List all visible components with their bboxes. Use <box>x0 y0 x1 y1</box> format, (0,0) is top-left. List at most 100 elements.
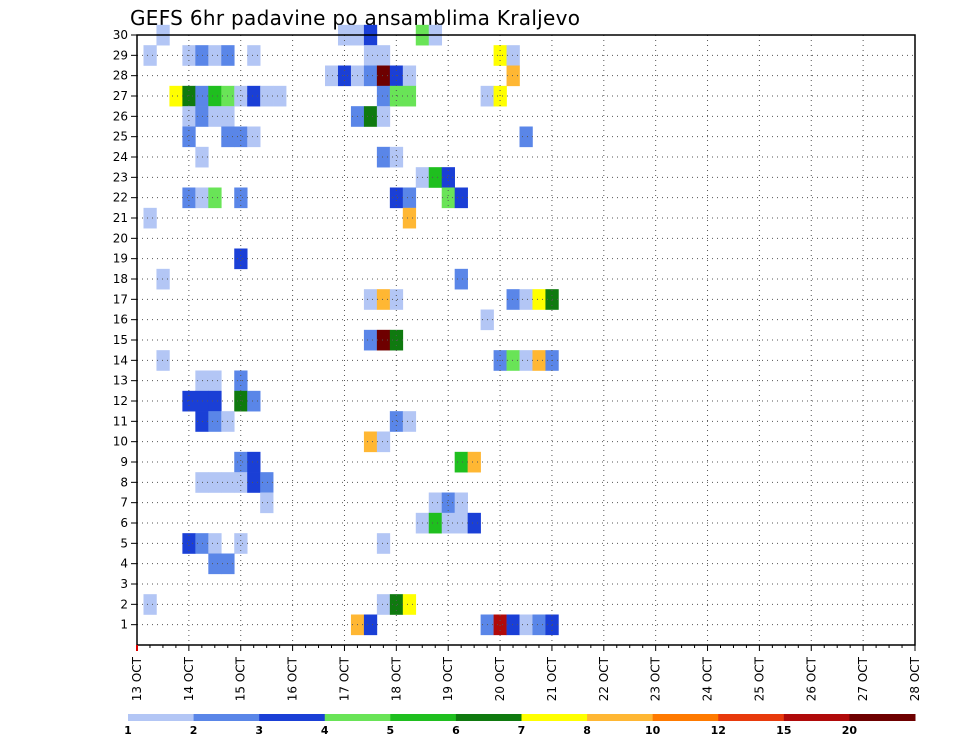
y-tick-label: 29 <box>113 48 128 62</box>
heatmap-cell <box>260 85 274 107</box>
heatmap-cell <box>519 126 533 148</box>
x-tick-label: 18 OCT <box>389 656 403 701</box>
heatmap-cell <box>428 492 443 514</box>
heatmap-cell <box>376 431 391 453</box>
legend-swatch <box>652 714 719 721</box>
heatmap-cell <box>247 85 261 107</box>
heatmap-cell <box>441 492 455 514</box>
legend-label: 5 <box>387 724 395 737</box>
heatmap-cell <box>376 65 391 87</box>
heatmap-cell <box>428 512 443 534</box>
y-tick-label: 24 <box>113 150 128 164</box>
heatmap-cell <box>532 350 546 371</box>
y-tick-label: 12 <box>113 394 128 408</box>
heatmap-cell <box>143 45 157 66</box>
heatmap-cell <box>506 350 520 371</box>
heatmap-cell <box>519 350 533 371</box>
heatmap-cell <box>402 65 417 87</box>
heatmap-cell <box>208 411 222 432</box>
y-tick-label: 7 <box>120 496 128 510</box>
heatmap-cell <box>234 451 248 473</box>
x-tick-label: 23 OCT <box>649 656 663 701</box>
x-tick-label: 28 OCT <box>908 656 922 701</box>
heatmap-cell <box>247 390 261 412</box>
heatmap-cell <box>195 370 209 392</box>
y-tick-label: 4 <box>120 557 128 571</box>
heatmap-cell <box>376 594 391 615</box>
legend-label: 2 <box>190 724 198 737</box>
y-tick-label: 14 <box>113 353 128 367</box>
y-tick-label: 28 <box>113 69 128 83</box>
legend-label: 1 <box>124 724 132 737</box>
x-tick-label: 20 OCT <box>493 656 507 701</box>
heatmap-cell <box>402 411 417 432</box>
legend-swatch <box>849 714 916 721</box>
x-axis: 13 OCT 14 OCT 15 OCT 16 OCT 17 OCT 18 OCT 19 O… <box>130 645 922 701</box>
heatmap-cell <box>182 85 196 107</box>
x-tick-label: 27 OCT <box>856 656 870 701</box>
x-tick-label: 13 OCT <box>130 656 144 701</box>
y-tick-label: 9 <box>120 455 128 469</box>
heatmap-cell <box>208 472 222 493</box>
y-tick-label: 1 <box>120 618 128 632</box>
x-tick-label: 21 OCT <box>545 656 559 701</box>
heatmap-cell <box>208 533 222 554</box>
heatmap-cell <box>363 45 378 66</box>
y-tick-label: 6 <box>120 516 128 530</box>
x-tick-label: 15 OCT <box>234 656 248 701</box>
heatmap-cell <box>454 492 468 514</box>
y-tick-label: 5 <box>120 536 128 550</box>
heatmap-cell <box>234 248 248 270</box>
heatmap-cell <box>519 614 533 636</box>
heatmap-cell <box>195 146 209 168</box>
heatmap-cell <box>182 126 196 148</box>
y-tick-label: 22 <box>113 191 128 205</box>
legend-label: 3 <box>255 724 263 737</box>
heatmap-cell <box>260 472 274 493</box>
heatmap-cell <box>363 289 378 310</box>
heatmap-cell <box>363 431 378 453</box>
heatmap-cell <box>208 106 222 127</box>
heatmap-cell <box>195 472 209 493</box>
heatmap-cell <box>506 289 520 310</box>
heatmap-cell <box>234 187 248 209</box>
heatmap-cell <box>208 553 222 575</box>
y-tick-label: 13 <box>113 374 128 388</box>
heatmap-cell <box>493 614 507 636</box>
y-tick-label: 11 <box>113 414 128 428</box>
legend-swatch <box>783 714 850 721</box>
heatmap-cell <box>454 187 468 209</box>
heatmap-cell <box>363 614 378 636</box>
x-tick-label: 16 OCT <box>286 656 300 701</box>
heatmap-cell <box>389 289 404 310</box>
legend-label: 12 <box>711 724 726 737</box>
y-tick-label: 15 <box>113 333 128 347</box>
legend-swatch <box>259 714 326 721</box>
heatmap-cell <box>532 289 546 310</box>
heatmap-cell <box>402 207 417 229</box>
legend-label: 7 <box>518 724 526 737</box>
heatmap-cell <box>169 85 183 107</box>
heatmap-cell <box>182 533 196 554</box>
heatmap-cell <box>389 85 404 107</box>
x-tick-label: 25 OCT <box>752 656 766 701</box>
heatmap-cell <box>260 492 274 514</box>
grid-layer <box>137 35 915 645</box>
legend-swatch <box>718 714 785 721</box>
heatmap-cell <box>493 85 507 107</box>
heatmap-cell <box>247 472 261 493</box>
heatmap-cell <box>532 614 546 636</box>
heatmap-cell <box>402 594 417 615</box>
heatmap-cell <box>389 187 404 209</box>
heatmap-cell <box>195 390 209 412</box>
heatmap-cell <box>195 533 209 554</box>
heatmap-cell <box>247 451 261 473</box>
heatmap-cell <box>156 350 170 371</box>
heatmap-cell <box>376 289 391 310</box>
heatmap-cell <box>389 146 404 168</box>
legend-swatch <box>390 714 457 721</box>
legend-swatch <box>193 714 260 721</box>
heatmap-cell <box>467 451 481 473</box>
legend-label: 6 <box>452 724 460 737</box>
y-tick-label: 21 <box>113 211 128 225</box>
